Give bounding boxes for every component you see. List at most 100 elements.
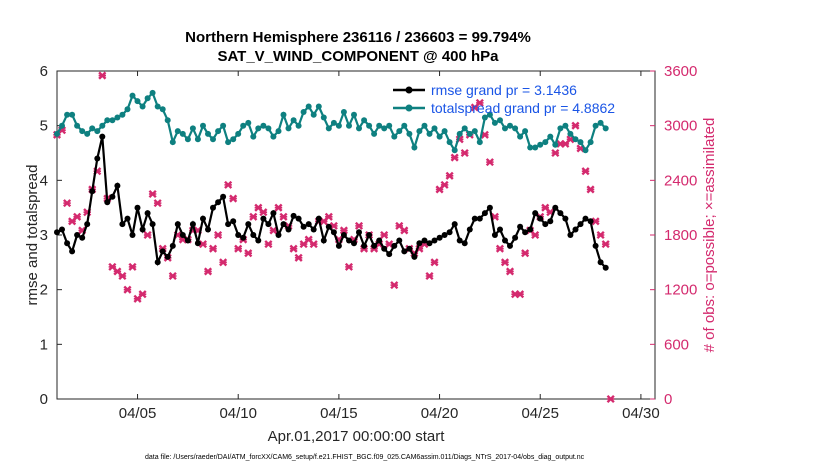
rmse-point	[74, 232, 81, 238]
totalspread-point	[502, 125, 508, 132]
totalspread-point	[517, 133, 524, 140]
rmse-point	[285, 226, 292, 233]
totalspread-point	[527, 144, 534, 151]
rmse-point	[366, 232, 373, 238]
rmse-point	[386, 251, 393, 258]
totalspread-point	[592, 122, 599, 129]
totalspread-point	[335, 122, 342, 129]
rmse-point	[310, 226, 317, 233]
obs-point	[475, 98, 484, 107]
y-axis-left-label: rmse and totalspread	[24, 165, 41, 306]
rmse-point	[225, 221, 232, 228]
obs-point	[168, 271, 177, 281]
totalspread-point	[547, 133, 554, 140]
rmse-point	[69, 248, 76, 255]
rmse-point	[84, 221, 91, 228]
rmse-point	[512, 234, 519, 241]
chart-title: Northern Hemisphere 236116 / 236603 = 99…	[185, 29, 531, 46]
totalspread-point	[64, 111, 71, 118]
rmse-point	[411, 253, 418, 260]
rmse-point	[139, 226, 146, 233]
obs-point	[153, 199, 162, 208]
y-left-tick-label: 2	[40, 282, 48, 299]
totalspread-point	[189, 125, 196, 132]
rmse-point	[174, 221, 181, 228]
y-right-tick-label: 3000	[664, 118, 697, 135]
obs-point	[596, 230, 605, 240]
rmse-point	[522, 229, 529, 236]
x-tick-label: 04/30	[622, 405, 660, 422]
totalspread-point	[577, 139, 584, 146]
totalspread-point	[280, 111, 287, 118]
rmse-point	[466, 226, 473, 233]
rmse-point	[330, 229, 337, 236]
obs-point	[259, 208, 268, 217]
rmse-point	[144, 210, 151, 217]
rmse-point	[592, 242, 599, 249]
totalspread-point	[532, 144, 539, 151]
y-right-tick-label: 3600	[664, 63, 697, 80]
rmse-point	[426, 240, 433, 247]
rmse-point	[275, 232, 282, 238]
y-left-tick-label: 0	[40, 391, 48, 408]
totalspread-point	[446, 139, 453, 146]
totalspread-point	[512, 125, 519, 132]
totalspread-point	[134, 98, 141, 105]
totalspread-point	[567, 130, 574, 137]
obs-point	[344, 262, 354, 271]
totalspread-point	[471, 128, 478, 135]
totalspread-point	[270, 133, 277, 140]
totalspread-point	[144, 95, 151, 102]
rmse-point	[119, 221, 126, 228]
series-layer	[52, 71, 615, 404]
rmse-point	[159, 248, 166, 255]
totalspread-point	[200, 122, 206, 129]
totalspread-point	[220, 122, 227, 129]
rmse-point	[315, 215, 322, 222]
rmse-point	[537, 215, 544, 222]
rmse-point	[431, 237, 438, 244]
totalspread-point	[406, 130, 413, 137]
rmse-point	[371, 242, 378, 249]
obs-point	[269, 226, 278, 235]
rmse-point	[200, 215, 206, 222]
rmse-point	[265, 221, 272, 228]
rmse-point	[527, 226, 534, 233]
totalspread-point	[225, 139, 232, 146]
obs-point	[63, 199, 72, 208]
obs-point	[485, 158, 494, 167]
totalspread-point	[416, 128, 423, 135]
totalspread-point	[456, 130, 463, 137]
totalspread-point	[325, 125, 332, 132]
obs-point	[606, 394, 615, 404]
y-right-tick-label: 600	[664, 336, 689, 353]
rmse-point	[210, 204, 216, 211]
totalspread-point	[285, 125, 292, 132]
totalspread-point	[441, 128, 448, 135]
totalspread-point	[557, 125, 564, 132]
rmse-point	[421, 237, 428, 244]
rmse-point	[169, 242, 176, 249]
y-left-tick-label: 1	[40, 336, 48, 353]
rmse-point	[577, 221, 584, 228]
totalspread-point	[391, 133, 398, 140]
totalspread-point	[481, 114, 488, 121]
rmse-point	[134, 204, 141, 211]
legend-spread-marker	[405, 104, 413, 112]
totalspread-point	[476, 139, 483, 146]
totalspread-point	[149, 89, 156, 96]
obs-point	[208, 244, 218, 253]
rmse-point	[502, 237, 508, 244]
totalspread-point	[104, 117, 111, 124]
totalspread-point	[265, 125, 272, 132]
totalspread-point	[54, 130, 60, 137]
totalspread-point	[139, 103, 146, 110]
y-left-tick-label: 4	[40, 172, 48, 189]
totalspread-point	[436, 133, 443, 140]
obs-point	[324, 212, 333, 221]
rmse-point	[280, 221, 287, 228]
totalspread-point	[184, 136, 191, 143]
obs-point	[551, 148, 560, 158]
totalspread-point	[174, 128, 181, 135]
rmse-point	[54, 229, 60, 236]
